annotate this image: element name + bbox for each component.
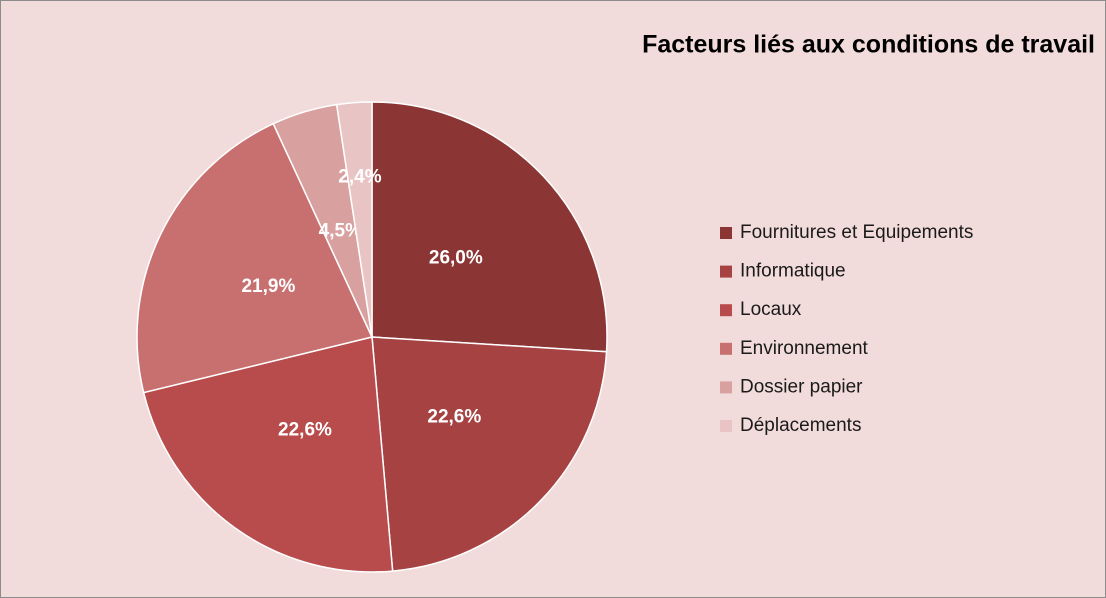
data-label: 22,6% (427, 406, 481, 427)
pie-slice (371, 336, 608, 572)
data-label: 22,6% (278, 419, 332, 440)
legend-label: Dossier papier (740, 376, 863, 397)
legend-label: Locaux (740, 299, 802, 320)
legend-swatch (720, 381, 732, 394)
chart-title: Facteurs liés aux conditions de travail (642, 31, 1095, 59)
pie-slice (142, 336, 394, 573)
data-label: 4,5% (319, 221, 362, 242)
legend-swatch (720, 227, 732, 239)
legend-label: Informatique (740, 261, 846, 282)
pie-slice (371, 101, 608, 353)
legend-swatch (720, 342, 732, 355)
legend-swatch (720, 265, 732, 278)
data-label: 21,9% (241, 276, 295, 297)
pie-slice (136, 122, 374, 394)
legend-label: Environnement (740, 338, 869, 359)
data-label: 2,4% (338, 166, 381, 187)
data-label: 26,0% (429, 247, 483, 268)
legend-swatch (720, 420, 732, 432)
legend-swatch (720, 304, 732, 317)
pie-slice (335, 101, 373, 338)
legend-label: Déplacements (740, 415, 861, 436)
legend-label: Fournitures et Equipements (740, 222, 973, 243)
